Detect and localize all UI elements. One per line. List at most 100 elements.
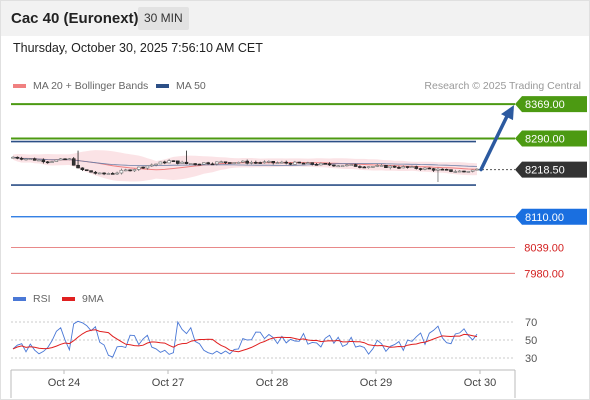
candle-body bbox=[323, 163, 328, 165]
candle-body bbox=[427, 167, 432, 170]
x-tick-label: Oct 29 bbox=[360, 377, 392, 389]
candle-body bbox=[284, 161, 288, 164]
candle-body bbox=[228, 162, 232, 164]
candle-body bbox=[297, 161, 302, 164]
candle-body bbox=[232, 162, 236, 164]
candle-body bbox=[206, 162, 210, 165]
candle-body bbox=[197, 163, 202, 166]
legend-label-ma20: MA 20 + Bollinger Bands bbox=[33, 80, 149, 92]
candle-body bbox=[210, 163, 215, 166]
candle-body bbox=[410, 166, 414, 168]
x-tick-label: Oct 24 bbox=[48, 377, 80, 389]
candle-body bbox=[405, 166, 410, 168]
candle-body bbox=[180, 161, 184, 164]
candle-body bbox=[84, 169, 89, 172]
candle-body bbox=[184, 161, 189, 165]
candle-body bbox=[293, 161, 297, 165]
legend-label-rsi: RSI bbox=[33, 293, 51, 305]
candle-body bbox=[11, 156, 15, 159]
candle-body bbox=[449, 169, 453, 172]
candle-body bbox=[167, 160, 171, 164]
candle-body bbox=[241, 160, 245, 163]
candle-body bbox=[249, 162, 254, 164]
legend-swatch-ma20 bbox=[13, 84, 26, 88]
candle-body bbox=[158, 161, 163, 165]
candle-body bbox=[50, 161, 54, 163]
bollinger-band-group bbox=[12, 150, 478, 182]
candle-body bbox=[236, 161, 241, 164]
candle-body bbox=[358, 166, 362, 168]
legend-label-9ma: 9MA bbox=[82, 293, 104, 305]
legend-label-ma50: MA 50 bbox=[176, 80, 206, 92]
candle-body bbox=[280, 161, 284, 164]
candle-body bbox=[423, 167, 427, 170]
candle-body bbox=[202, 162, 206, 165]
rsi-line bbox=[12, 320, 478, 358]
timestamp: Thursday, October 30, 2025 7:56:10 AM CE… bbox=[13, 41, 263, 55]
candle-body bbox=[470, 169, 475, 172]
candle-body bbox=[106, 173, 111, 175]
rsi-panel: 70 50 30 bbox=[11, 317, 537, 365]
candle-body bbox=[193, 163, 197, 165]
candle-body bbox=[392, 165, 397, 168]
legend-swatch-ma50 bbox=[156, 84, 169, 88]
candle-body bbox=[457, 170, 462, 173]
candle-body bbox=[41, 159, 46, 163]
candle-body bbox=[288, 162, 293, 165]
candle-body bbox=[37, 159, 41, 162]
candle-body bbox=[475, 168, 479, 171]
candles bbox=[11, 150, 479, 182]
candle-body bbox=[332, 164, 336, 167]
legend-rsi: RSI bbox=[13, 293, 51, 305]
candle-body bbox=[349, 164, 354, 166]
candle-body bbox=[219, 161, 223, 164]
legend-swatch-rsi bbox=[13, 297, 26, 301]
bollinger-band-fill bbox=[13, 150, 477, 182]
candle-body bbox=[319, 163, 323, 166]
candle-body bbox=[418, 168, 423, 170]
candle-body bbox=[262, 161, 267, 164]
candle-body bbox=[375, 165, 380, 167]
candle-body bbox=[76, 164, 80, 169]
candle-body bbox=[154, 163, 158, 166]
interval-button[interactable]: 30 MIN bbox=[138, 7, 189, 30]
level-tag-8110.00 bbox=[515, 208, 587, 225]
candle-body bbox=[254, 162, 258, 164]
current-price-label: 8218.50 bbox=[525, 165, 565, 177]
candle-body bbox=[58, 158, 63, 161]
candle-body bbox=[245, 160, 249, 164]
x-tick-label: Oct 30 bbox=[464, 377, 496, 389]
candle-body bbox=[54, 159, 59, 162]
candle-body bbox=[28, 158, 33, 161]
candle-body bbox=[132, 169, 137, 172]
candle-body bbox=[353, 164, 358, 167]
candle-body bbox=[388, 165, 393, 168]
candle-body bbox=[93, 171, 98, 174]
candle-body bbox=[453, 171, 458, 173]
legend-ma20: MA 20 + Bollinger Bands bbox=[13, 80, 148, 92]
current-price-tag bbox=[515, 161, 587, 178]
candle-body bbox=[401, 166, 406, 169]
level-label-8110.00: 8110.00 bbox=[525, 212, 564, 224]
level-label-8039.00: 8039.00 bbox=[524, 243, 564, 255]
trend-arrow-shaft bbox=[479, 112, 510, 172]
candle-body bbox=[115, 172, 119, 175]
candle-body bbox=[444, 168, 449, 171]
candle-body bbox=[366, 166, 371, 169]
rsi-tick-50: 50 bbox=[525, 335, 537, 347]
candle-body bbox=[110, 173, 115, 175]
candle-body bbox=[67, 158, 72, 160]
candle-body bbox=[188, 163, 193, 165]
candle-body bbox=[136, 166, 141, 170]
candle-body bbox=[24, 158, 28, 161]
candle-body bbox=[336, 165, 341, 168]
candle-body bbox=[440, 168, 445, 171]
candle-body bbox=[301, 162, 306, 165]
candle-body bbox=[45, 161, 50, 164]
candle-body bbox=[271, 161, 275, 164]
chart-header: Cac 40 (Euronext) 30 MIN bbox=[0, 0, 590, 36]
candle-body bbox=[371, 166, 375, 168]
candle-body bbox=[19, 158, 24, 160]
candle-body bbox=[223, 161, 228, 164]
